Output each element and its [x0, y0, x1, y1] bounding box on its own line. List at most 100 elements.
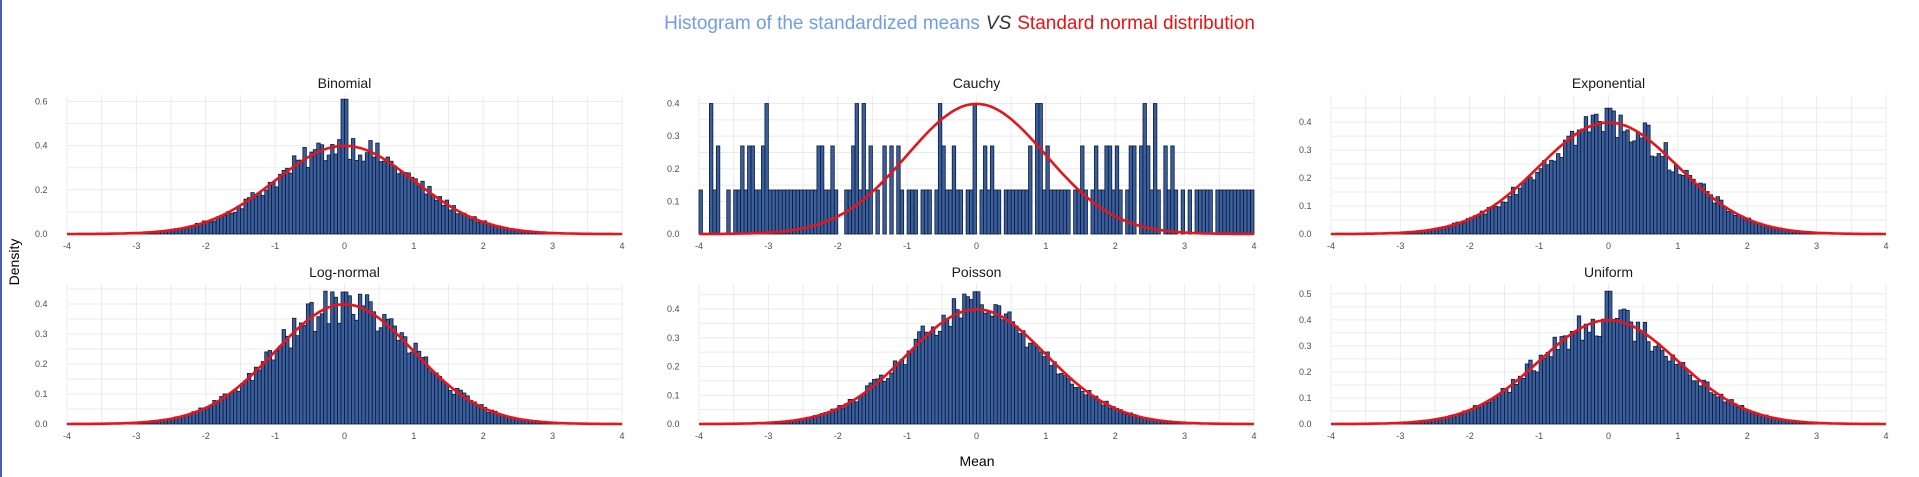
histogram-bar	[1653, 346, 1658, 425]
histogram-bar	[754, 189, 759, 235]
histogram-bar	[1024, 346, 1029, 425]
histogram-bar	[260, 195, 266, 235]
histogram-bar	[389, 160, 394, 235]
histogram-bar	[1542, 160, 1547, 235]
histogram-bar	[323, 160, 328, 235]
histogram-bar	[1007, 189, 1012, 235]
histogram-bar	[1014, 189, 1019, 235]
histogram-bar	[1497, 393, 1502, 425]
histogram-bar	[351, 313, 356, 425]
histogram-bar	[1524, 178, 1530, 235]
histogram-bar	[1497, 206, 1502, 235]
histogram-bar	[937, 330, 943, 425]
histogram-bar	[1198, 189, 1203, 235]
x-tick-label: -3	[132, 241, 140, 251]
histogram-bar	[1031, 342, 1036, 425]
histogram-bar	[715, 145, 721, 235]
histogram-bar	[1604, 290, 1609, 425]
title-part-vs: VS	[985, 13, 1012, 34]
histogram-bar	[1479, 403, 1485, 425]
histogram-bar	[1476, 215, 1481, 235]
histogram-bar	[316, 316, 321, 425]
histogram-bar	[288, 172, 293, 235]
normal-density-curve	[67, 144, 622, 236]
histogram-bar	[229, 212, 234, 235]
histogram-bar	[757, 189, 762, 235]
histogram-bar	[1483, 403, 1488, 425]
histogram-bar	[1576, 315, 1582, 425]
histogram-bar	[215, 402, 221, 425]
histogram-bar	[927, 332, 932, 425]
histogram-bar	[934, 189, 939, 235]
histogram-bar	[1743, 408, 1748, 425]
histogram-bar	[778, 189, 783, 235]
histogram-bar	[833, 189, 839, 235]
histogram-bar	[1069, 383, 1075, 425]
histogram-bar	[243, 379, 248, 425]
histogram-bar	[1729, 211, 1734, 235]
histogram-bar	[299, 159, 304, 235]
y-tick-label: 0.0	[35, 419, 48, 429]
histogram-bar	[1743, 219, 1748, 235]
histogram-bar	[1510, 186, 1516, 235]
histogram-bar	[1583, 116, 1589, 235]
histogram-bar	[357, 293, 363, 425]
histogram-bar	[1757, 414, 1762, 425]
x-tick-label: 0	[342, 241, 347, 251]
histogram-bar	[979, 304, 984, 425]
histogram-bar	[709, 103, 714, 235]
histogram-bar	[382, 160, 387, 235]
histogram-bar	[1014, 325, 1019, 425]
histogram-bar	[1073, 386, 1078, 425]
x-tick-label: -3	[1396, 241, 1404, 251]
histogram-bar	[260, 361, 266, 425]
y-tick-label: 0.0	[667, 229, 680, 239]
histogram-bar	[385, 156, 390, 235]
histogram-bar	[1559, 336, 1564, 425]
x-tick-label: 2	[1745, 431, 1750, 441]
x-tick-label: 4	[1251, 241, 1256, 251]
x-tick-label: -1	[271, 431, 279, 441]
histogram-bar	[792, 189, 797, 235]
normal-density-curve	[698, 102, 1255, 236]
histogram-bar	[750, 145, 755, 235]
y-tick-label: 0.0	[667, 419, 680, 429]
histogram-bar	[1521, 378, 1526, 425]
histogram-bar	[1048, 189, 1054, 235]
histogram-bar	[840, 407, 846, 425]
histogram-bar	[371, 311, 377, 425]
histogram-bar	[1017, 189, 1022, 235]
histogram-bar	[344, 98, 349, 235]
histogram-bar	[333, 296, 338, 425]
histogram-bar	[1146, 145, 1151, 235]
histogram-bar	[743, 189, 748, 235]
panel-title: Exponential	[1572, 75, 1645, 91]
histogram-bar	[285, 335, 290, 425]
histogram-bar	[337, 139, 342, 235]
histogram-bar	[1649, 350, 1654, 425]
histogram-bar	[378, 161, 384, 235]
histogram-bar	[1042, 356, 1047, 425]
histogram-bar	[188, 226, 193, 235]
histogram-bar	[1080, 145, 1085, 235]
histogram-bar	[989, 145, 995, 235]
histogram-bar	[1615, 137, 1620, 235]
histogram-bar	[1677, 174, 1682, 235]
histogram-bar	[1621, 308, 1627, 425]
histogram-bar	[240, 208, 245, 235]
histogram-bar	[1732, 403, 1738, 425]
y-tick-label: 0.4	[1299, 315, 1312, 325]
histogram-bar	[295, 159, 300, 235]
histogram-bar	[236, 390, 241, 425]
y-tick-label: 0.2	[35, 185, 48, 195]
x-tick-label: 2	[1113, 241, 1118, 251]
histogram-bar	[1059, 373, 1064, 425]
histogram-bar	[969, 189, 974, 235]
histogram-bar	[1680, 175, 1686, 235]
histogram-bar	[934, 334, 939, 425]
histogram-bar	[208, 405, 214, 425]
histogram-bar	[430, 194, 436, 235]
histogram-bar	[1003, 189, 1009, 235]
histogram-bar	[475, 221, 481, 235]
y-tick-label: 0.3	[1299, 341, 1312, 351]
